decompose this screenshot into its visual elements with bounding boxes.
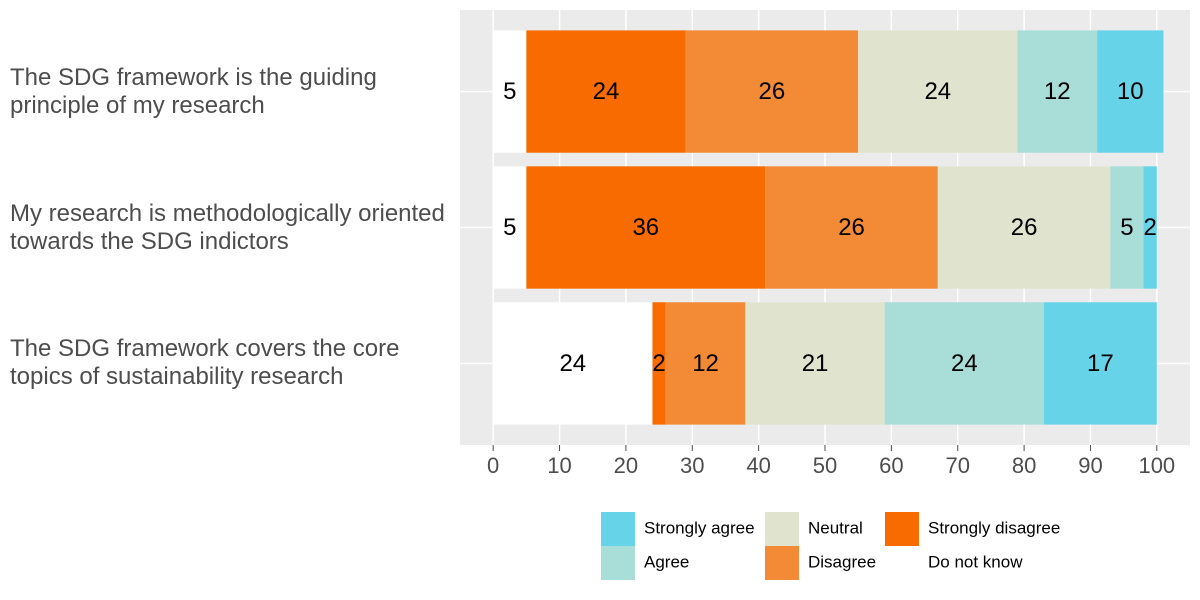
legend-key [765,512,799,546]
bar-segment [1044,302,1157,425]
bar-segment [493,302,653,425]
bar-segment [526,30,686,153]
value-label: 21 [802,350,829,377]
value-label: 26 [1011,214,1038,241]
x-tick-label: 80 [1012,453,1036,478]
legend-label: Neutral [808,518,863,537]
bar-segment [884,302,1044,425]
legend-key [885,546,919,580]
bar-segment [665,302,746,425]
legend-key [601,546,635,580]
legend-label: Do not know [928,552,1023,571]
x-tick-label: 60 [879,453,903,478]
x-tick-label: 20 [614,453,638,478]
x-tick-label: 100 [1138,453,1175,478]
legend-label: Disagree [808,552,876,571]
bar-segment [937,166,1111,289]
bar-segment [1143,166,1157,289]
value-label: 36 [632,214,659,241]
value-label: 17 [1087,350,1114,377]
bar-segment [526,166,766,289]
x-tick-label: 70 [945,453,969,478]
category-label: The SDG framework covers the core topics… [10,335,400,391]
legend-key [765,546,799,580]
value-label: 24 [593,78,620,105]
category-label: The SDG framework is the guiding princip… [10,63,377,119]
legend-key [885,512,919,546]
x-tick-label: 90 [1078,453,1102,478]
value-label: 26 [838,214,865,241]
legend-label: Strongly disagree [928,518,1060,537]
value-label: 12 [1044,78,1071,105]
bar-segment [745,302,885,425]
value-label: 5 [503,78,516,105]
value-label: 26 [759,78,786,105]
x-tick-label: 30 [680,453,704,478]
value-label: 5 [1120,214,1133,241]
legend-label: Agree [644,552,689,571]
x-tick-label: 0 [487,453,499,478]
value-label: 2 [652,350,665,377]
value-label: 24 [951,350,978,377]
value-label: 10 [1117,78,1144,105]
legend-label: Strongly agree [644,518,755,537]
value-label: 12 [692,350,719,377]
bar-segment [1017,30,1098,153]
bar-segment [493,166,527,289]
x-tick-label: 50 [813,453,837,478]
bar-segment [1110,166,1144,289]
value-label: 24 [559,350,586,377]
bar-segment [858,30,1018,153]
bar-segment [652,302,666,425]
value-label: 5 [503,214,516,241]
bar-segment [685,30,859,153]
x-tick-label: 40 [746,453,770,478]
bar-segment [1097,30,1164,153]
legend-key [601,512,635,546]
bar-segment [765,166,938,289]
bar-segment [493,30,527,153]
value-label: 2 [1144,214,1157,241]
x-tick-label: 10 [547,453,571,478]
category-label: My research is methodologically oriented… [10,199,445,255]
value-label: 24 [924,78,951,105]
